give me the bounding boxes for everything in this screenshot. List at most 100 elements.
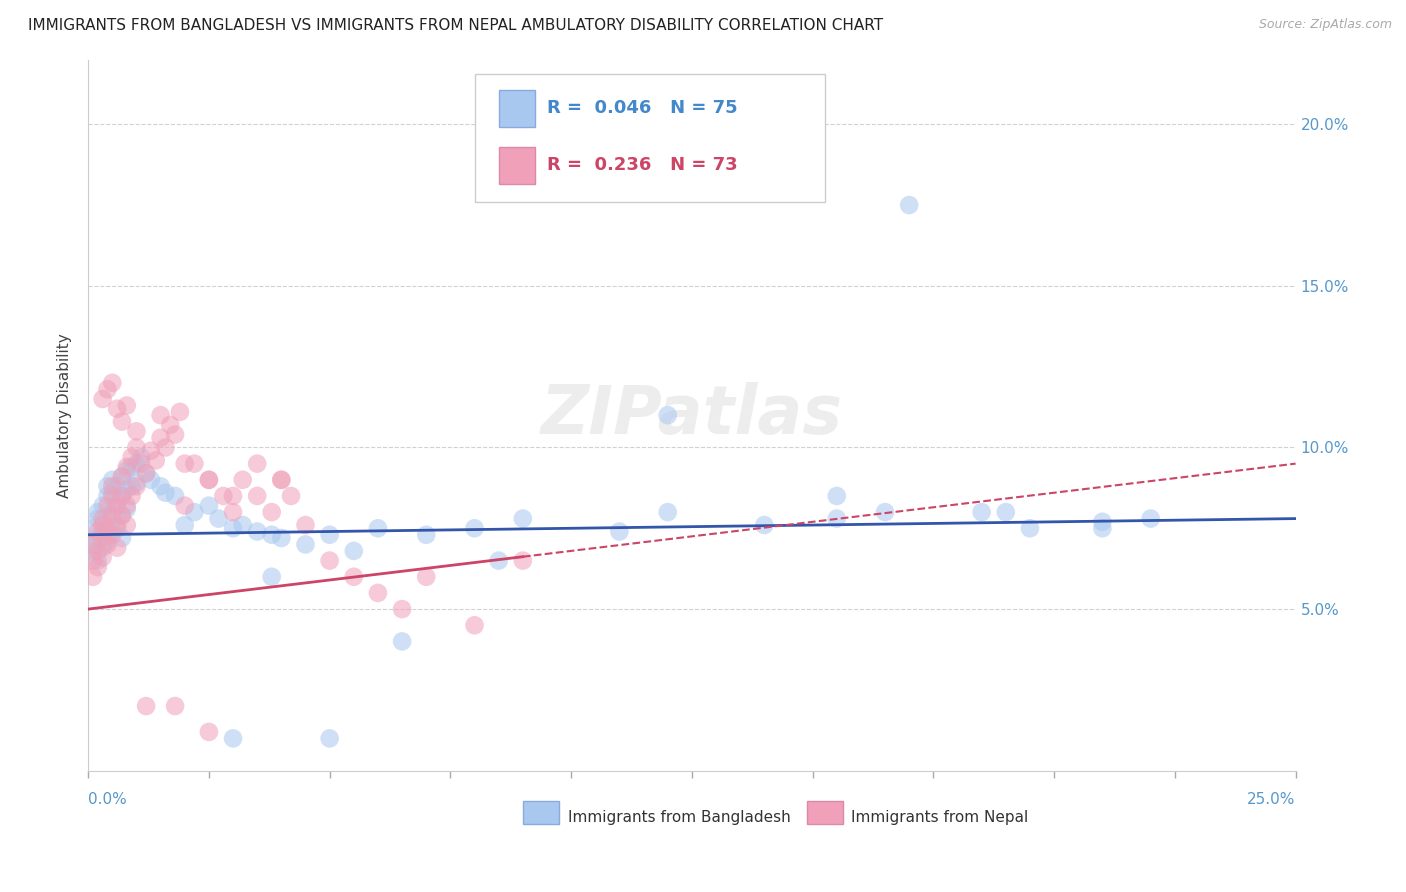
Text: IMMIGRANTS FROM BANGLADESH VS IMMIGRANTS FROM NEPAL AMBULATORY DISABILITY CORREL: IMMIGRANTS FROM BANGLADESH VS IMMIGRANTS… (28, 18, 883, 33)
Point (111, 415, 134, 429)
Point (367, 521, 389, 535)
Point (1139, 511, 1161, 525)
Point (280, 489, 302, 503)
Point (105, 401, 128, 416)
Point (149, 479, 172, 493)
Point (318, 553, 340, 567)
Point (101, 527, 124, 541)
Point (270, 473, 292, 487)
Point (198, 725, 221, 739)
Point (121, 450, 143, 465)
Point (139, 443, 162, 458)
Point (415, 527, 437, 541)
Point (96, 521, 118, 535)
Point (105, 541, 128, 555)
Point (232, 518, 254, 533)
Point (135, 467, 157, 481)
Point (91, 518, 114, 533)
Point (222, 489, 245, 503)
Point (82, 570, 104, 584)
Point (488, 553, 510, 567)
Point (512, 553, 534, 567)
Point (165, 427, 187, 442)
Point (111, 508, 134, 523)
Point (96, 479, 118, 493)
Text: Source: ZipAtlas.com: Source: ZipAtlas.com (1258, 18, 1392, 31)
Point (391, 634, 413, 648)
Point (111, 489, 134, 503)
Point (994, 505, 1017, 519)
Y-axis label: Ambulatory Disability: Ambulatory Disability (58, 333, 72, 498)
Point (82, 544, 104, 558)
Point (212, 489, 235, 503)
Point (121, 489, 143, 503)
Point (91, 531, 114, 545)
Point (657, 408, 679, 422)
FancyBboxPatch shape (523, 801, 560, 824)
FancyBboxPatch shape (499, 90, 534, 128)
Text: 25.0%: 25.0% (1247, 792, 1295, 807)
Point (246, 489, 269, 503)
Text: Immigrants from Bangladesh: Immigrants from Bangladesh (568, 810, 790, 825)
Point (222, 731, 245, 746)
Point (96, 534, 118, 549)
Point (96, 489, 118, 503)
Point (260, 505, 283, 519)
Point (111, 469, 134, 483)
Point (159, 417, 181, 432)
FancyBboxPatch shape (807, 801, 842, 824)
Point (115, 399, 138, 413)
Point (125, 479, 148, 493)
Point (198, 473, 221, 487)
Point (87, 553, 110, 567)
Point (1091, 521, 1114, 535)
Point (1019, 521, 1042, 535)
Point (121, 459, 143, 474)
Point (260, 570, 283, 584)
Point (111, 489, 134, 503)
Point (121, 479, 143, 493)
Point (367, 586, 389, 600)
Point (96, 508, 118, 523)
Point (87, 505, 110, 519)
Point (129, 457, 152, 471)
Point (96, 499, 118, 513)
Point (125, 441, 148, 455)
Point (183, 457, 205, 471)
Point (91, 541, 114, 555)
Point (183, 505, 205, 519)
Point (101, 376, 124, 390)
Point (343, 570, 366, 584)
Point (105, 518, 128, 533)
Point (115, 459, 138, 474)
Point (173, 499, 195, 513)
Point (82, 537, 104, 551)
Point (91, 392, 114, 406)
Point (101, 508, 124, 523)
Text: Immigrants from Nepal: Immigrants from Nepal (851, 810, 1029, 825)
Point (149, 431, 172, 445)
Point (898, 198, 921, 212)
Point (464, 521, 486, 535)
Point (825, 489, 848, 503)
Point (1091, 515, 1114, 529)
Text: R =  0.046   N = 75: R = 0.046 N = 75 (547, 99, 738, 117)
Point (105, 479, 128, 493)
Point (155, 441, 177, 455)
Point (125, 425, 148, 439)
Point (149, 408, 172, 422)
Point (105, 499, 128, 513)
FancyBboxPatch shape (475, 74, 825, 202)
Point (135, 467, 157, 481)
Point (125, 457, 148, 471)
Point (125, 476, 148, 491)
Point (207, 511, 229, 525)
Point (91, 524, 114, 539)
FancyBboxPatch shape (499, 147, 534, 184)
Point (512, 511, 534, 525)
Point (270, 531, 292, 545)
Point (101, 479, 124, 493)
Point (391, 602, 413, 616)
Point (96, 382, 118, 396)
Point (873, 505, 896, 519)
